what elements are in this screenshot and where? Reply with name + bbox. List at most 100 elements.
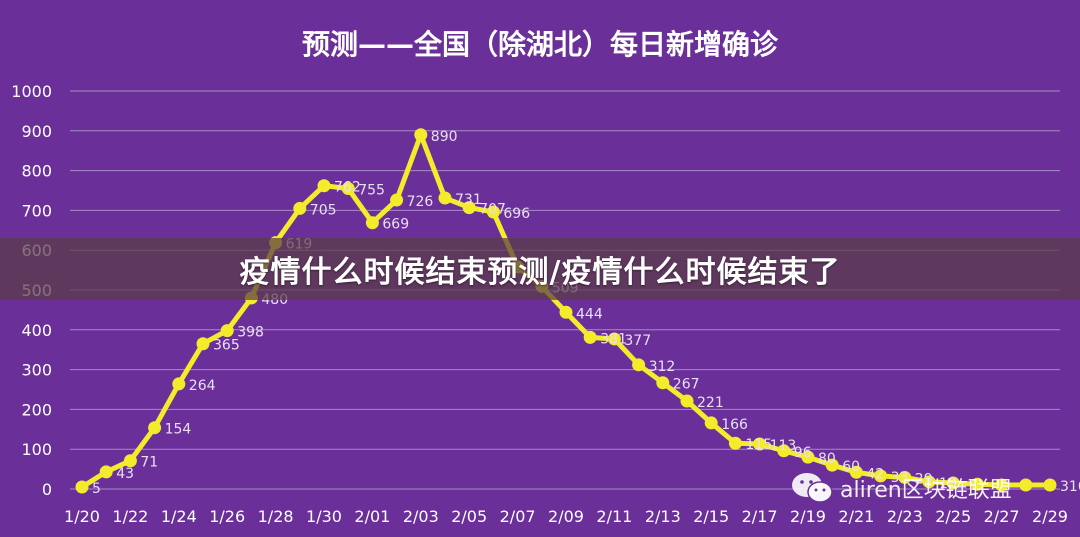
- data-point: [946, 476, 960, 490]
- data-label: 154: [165, 422, 192, 438]
- data-point: [995, 478, 1009, 492]
- data-label: 755: [358, 183, 385, 199]
- x-tick-label: 2/01: [354, 507, 390, 526]
- x-tick-label: 1/28: [258, 507, 294, 526]
- data-point: [390, 193, 404, 207]
- x-tick-label: 1/22: [112, 507, 148, 526]
- data-label: 377: [624, 333, 651, 349]
- x-tick-label: 1/30: [306, 507, 342, 526]
- data-label: 365: [213, 338, 240, 354]
- chart-title: 预测——全国（除湖北）每日新增确诊: [302, 28, 779, 61]
- x-tick-label: 2/23: [887, 507, 923, 526]
- x-tick-label: 1/24: [161, 507, 197, 526]
- y-tick-label: 400: [21, 321, 52, 340]
- data-point: [728, 436, 742, 450]
- data-point: [777, 444, 791, 458]
- data-label: 42: [866, 466, 884, 482]
- y-tick-label: 800: [21, 162, 52, 181]
- banner-text: 疫情什么时候结束预测/疫情什么时候结束了: [239, 255, 841, 290]
- data-label: 29: [915, 471, 933, 487]
- data-label: 669: [382, 217, 409, 233]
- x-tick-label: 2/11: [596, 507, 632, 526]
- data-point: [123, 454, 137, 468]
- data-label: 115: [745, 437, 772, 453]
- data-label: 312: [649, 359, 676, 375]
- y-tick-label: 0: [42, 480, 52, 499]
- data-point: [462, 201, 476, 215]
- data-point: [148, 421, 162, 435]
- data-label: 310: [1060, 479, 1080, 495]
- data-point: [874, 469, 888, 483]
- data-label: 762: [334, 180, 361, 196]
- data-point: [172, 377, 186, 391]
- x-tick-label: 1/20: [64, 507, 100, 526]
- data-label: 80: [818, 451, 836, 467]
- data-point: [1043, 478, 1057, 492]
- x-tick-label: 2/17: [742, 507, 778, 526]
- x-tick-label: 2/13: [645, 507, 681, 526]
- data-point: [220, 324, 234, 338]
- data-point: [607, 332, 621, 346]
- data-label: 264: [189, 378, 216, 394]
- data-point: [583, 330, 597, 344]
- data-label: 381: [600, 331, 627, 347]
- data-label: 890: [431, 129, 458, 145]
- data-label: 221: [697, 395, 724, 411]
- data-point: [99, 465, 113, 479]
- data-point: [414, 128, 428, 142]
- watermark: aliren区块链联盟: [790, 470, 1012, 506]
- overlay-banner: 疫情什么时候结束预测/疫情什么时候结束了: [0, 238, 1080, 300]
- data-label: 705: [310, 202, 337, 218]
- data-label: 33: [891, 470, 909, 486]
- data-point: [825, 458, 839, 472]
- x-tick-label: 2/05: [451, 507, 487, 526]
- data-label: 166: [721, 417, 748, 433]
- x-axis-ticks: 1/20 1/22 1/24 1/26 1/28 1/30 2/01 2/03 2/05 2/07…: [64, 507, 1068, 526]
- data-points: [75, 128, 1057, 494]
- data-label: 113: [770, 438, 797, 454]
- x-tick-label: 2/21: [838, 507, 874, 526]
- data-point: [849, 465, 863, 479]
- data-point: [293, 201, 307, 215]
- data-label: 43: [116, 466, 134, 482]
- data-point: [365, 216, 379, 230]
- data-label: 60: [842, 459, 860, 475]
- data-label: 731: [455, 192, 482, 208]
- data-point: [922, 475, 936, 489]
- data-point: [656, 376, 670, 390]
- data-point: [75, 480, 89, 494]
- data-label: 707: [479, 202, 506, 218]
- data-label: 398: [237, 325, 264, 341]
- data-point: [898, 470, 912, 484]
- data-point: [753, 437, 767, 451]
- x-tick-label: 2/29: [1032, 507, 1068, 526]
- y-tick-label: 200: [21, 400, 52, 419]
- data-point: [341, 182, 355, 196]
- x-tick-label: 2/27: [984, 507, 1020, 526]
- data-point: [196, 337, 210, 351]
- data-point: [317, 179, 331, 193]
- data-label: 726: [407, 194, 434, 210]
- data-point: [680, 394, 694, 408]
- y-tick-label: 100: [21, 440, 52, 459]
- data-point: [632, 358, 646, 372]
- x-tick-label: 2/15: [693, 507, 729, 526]
- y-tick-label: 1000: [11, 82, 52, 101]
- x-tick-label: 2/09: [548, 507, 584, 526]
- data-point: [1019, 478, 1033, 492]
- data-label: 444: [576, 306, 603, 322]
- y-tick-label: 700: [21, 201, 52, 220]
- data-point: [970, 477, 984, 491]
- grid-lines: [70, 90, 1060, 490]
- x-tick-label: 2/25: [935, 507, 971, 526]
- data-point: [704, 416, 718, 430]
- x-tick-label: 2/03: [403, 507, 439, 526]
- data-point: [559, 305, 573, 319]
- y-tick-label: 300: [21, 361, 52, 380]
- y-tick-label: 900: [21, 122, 52, 141]
- x-tick-label: 2/19: [790, 507, 826, 526]
- x-tick-label: 1/26: [209, 507, 245, 526]
- x-tick-label: 2/07: [500, 507, 536, 526]
- data-label: 96: [794, 445, 812, 461]
